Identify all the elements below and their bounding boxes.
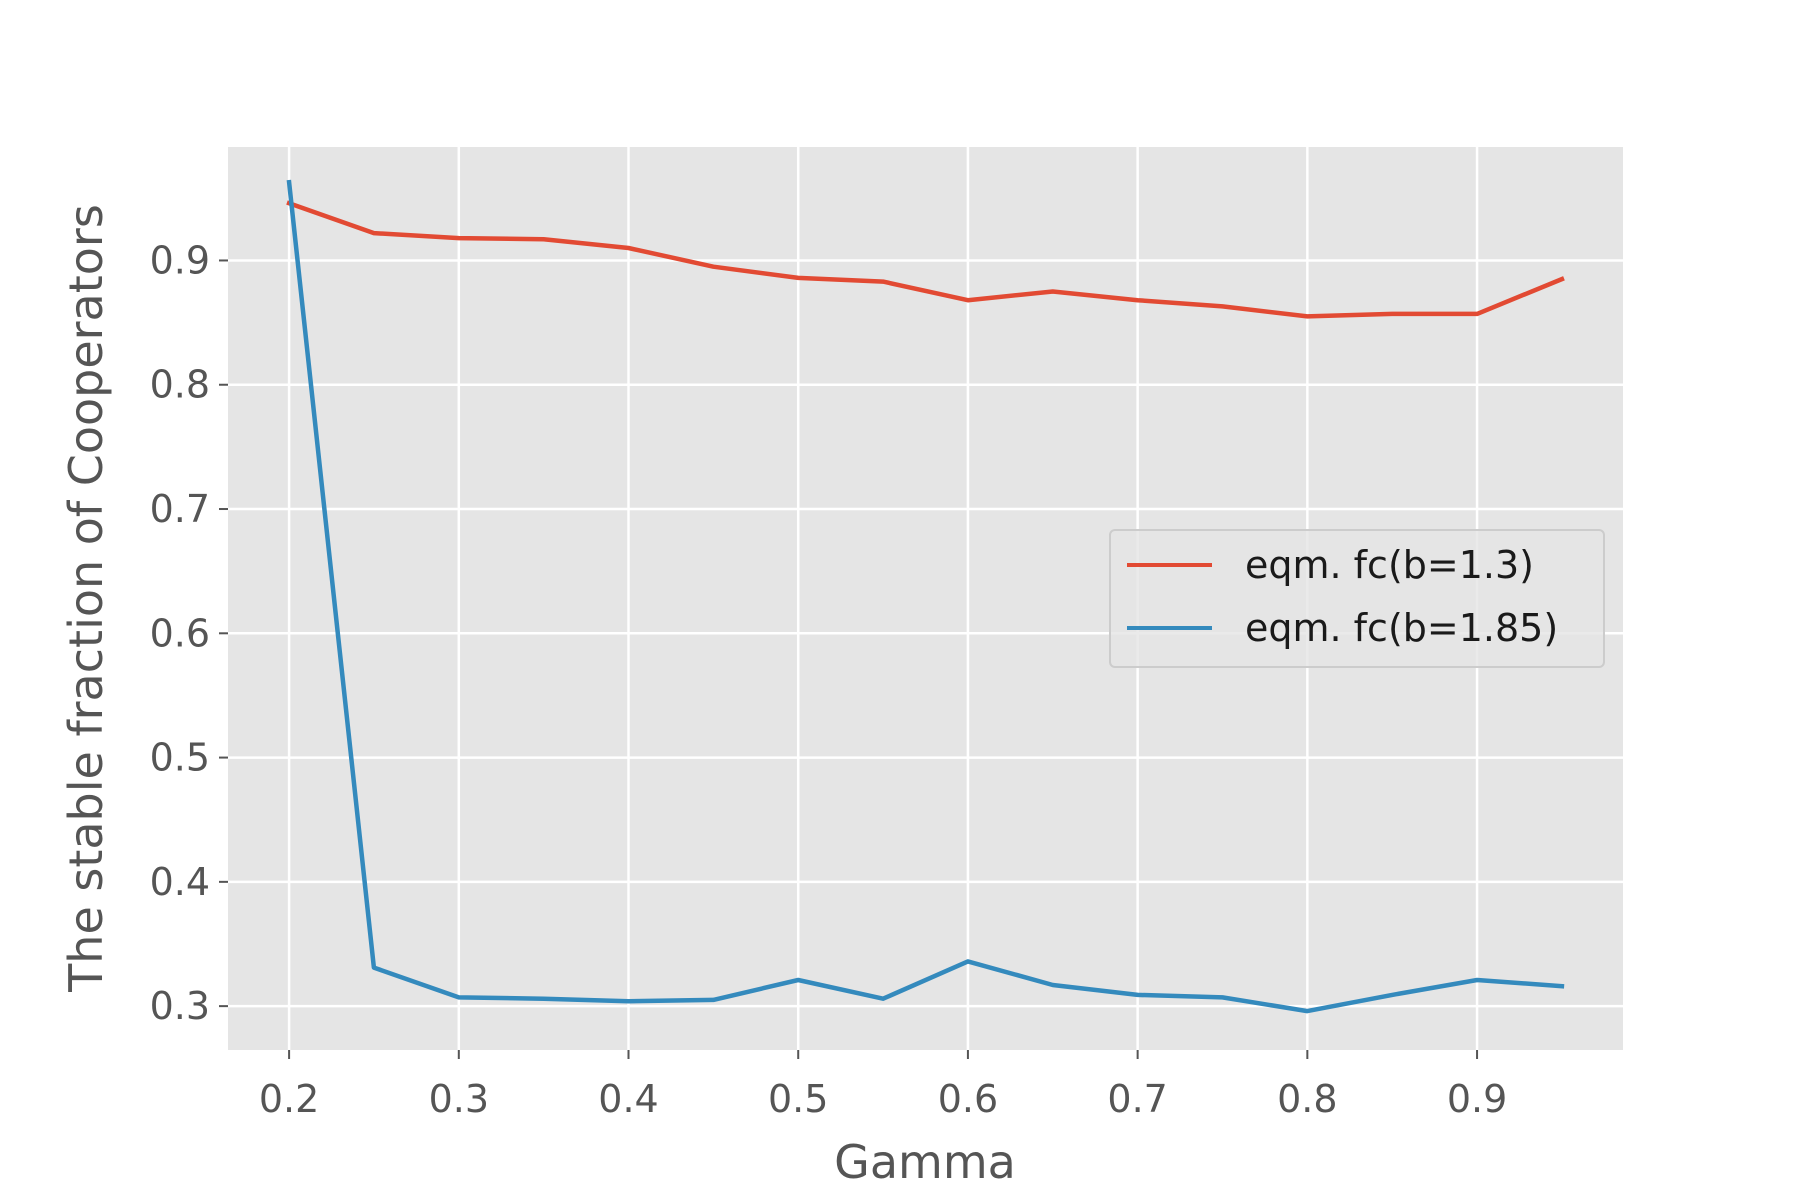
grid-lines	[228, 147, 1623, 1050]
series-line-0	[286, 200, 1565, 319]
y-tick-label: 0.8	[150, 363, 210, 407]
y-axis-label: The stable fraction of Cooperators	[59, 204, 113, 993]
legend-label-fc-b-1-85: eqm. fc(b=1.85)	[1245, 606, 1558, 650]
y-axis-ticks: 0.3 0.4 0.5 0.6 0.7 0.8 0.9	[150, 238, 228, 1028]
x-tick-label: 0.4	[598, 1077, 658, 1121]
x-tick-label: 0.6	[938, 1077, 998, 1121]
x-axis-label: Gamma	[834, 1135, 1016, 1189]
y-tick-label: 0.5	[150, 736, 210, 780]
series-line-1	[286, 179, 1565, 1014]
legend-label-fc-b-1-3: eqm. fc(b=1.3)	[1245, 543, 1534, 587]
y-tick-label: 0.6	[150, 611, 210, 655]
x-tick-label: 0.9	[1447, 1077, 1507, 1121]
y-tick-label: 0.4	[150, 860, 210, 904]
y-tick-label: 0.9	[150, 238, 210, 282]
y-tick-label: 0.7	[150, 487, 210, 531]
series-lines	[286, 179, 1565, 1014]
y-tick-label: 0.3	[150, 984, 210, 1028]
x-tick-label: 0.2	[259, 1077, 319, 1121]
x-tick-label: 0.5	[768, 1077, 828, 1121]
x-tick-label: 0.7	[1107, 1077, 1167, 1121]
x-tick-label: 0.3	[429, 1077, 489, 1121]
x-tick-label: 0.8	[1277, 1077, 1337, 1121]
legend: eqm. fc(b=1.3) eqm. fc(b=1.85)	[1109, 529, 1605, 668]
legend-box	[1109, 529, 1605, 668]
x-axis-ticks: 0.2 0.3 0.4 0.5 0.6 0.7 0.8 0.9	[259, 1050, 1507, 1121]
